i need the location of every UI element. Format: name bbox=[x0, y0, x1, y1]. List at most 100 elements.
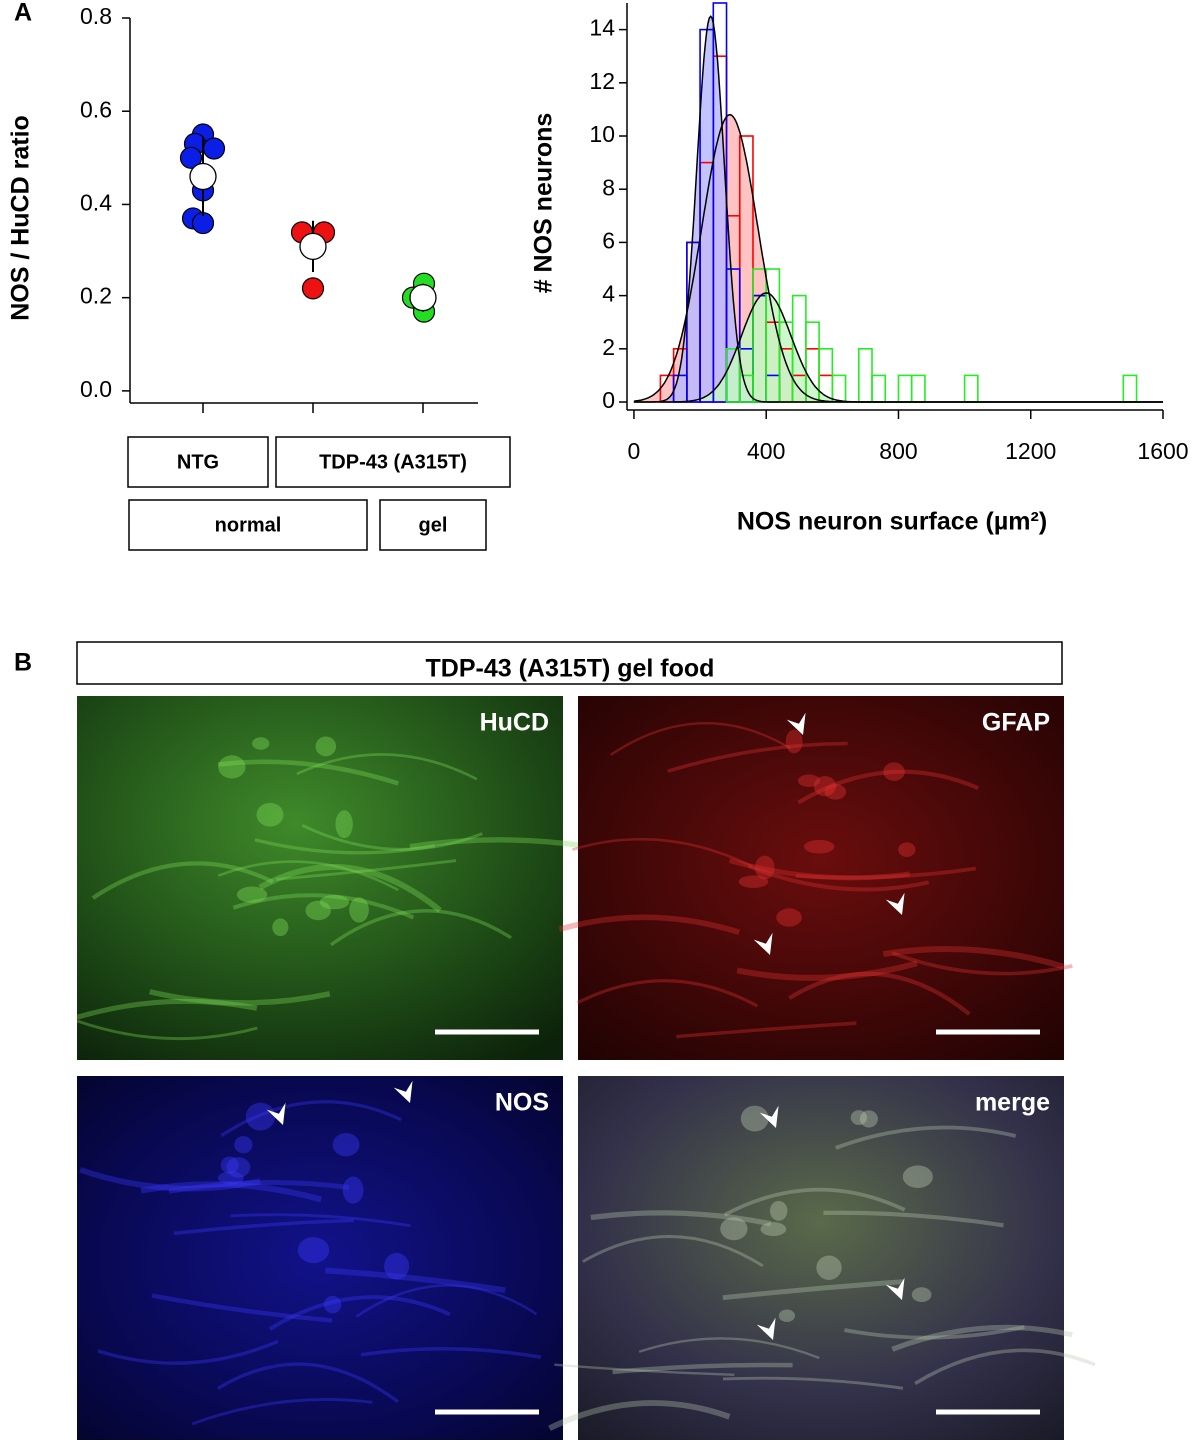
y-tick-label: 0.8 bbox=[80, 3, 112, 29]
fiber bbox=[220, 1100, 402, 1138]
fiber bbox=[325, 1267, 506, 1294]
cell bbox=[305, 900, 331, 921]
cell bbox=[816, 1255, 842, 1280]
cell bbox=[226, 1157, 251, 1178]
histogram-bar bbox=[963, 374, 979, 403]
fiber bbox=[230, 1213, 411, 1228]
fiber bbox=[914, 1348, 1096, 1386]
arrowhead bbox=[756, 1317, 776, 1340]
histogram-bar bbox=[857, 348, 873, 403]
micrograph bbox=[578, 1076, 1064, 1440]
fiber bbox=[612, 1362, 793, 1375]
fiber bbox=[795, 866, 977, 880]
group-boxes bbox=[127, 436, 511, 551]
box bbox=[128, 499, 368, 551]
cell bbox=[319, 894, 350, 910]
cell bbox=[384, 1252, 410, 1280]
y-axis-label: # NOS neurons bbox=[530, 113, 558, 294]
fiber bbox=[151, 1293, 333, 1323]
fiber bbox=[330, 909, 512, 947]
cell bbox=[911, 1287, 932, 1303]
fiber bbox=[590, 1210, 772, 1227]
fiber bbox=[173, 1218, 354, 1236]
micrograph bbox=[77, 1076, 563, 1440]
cell bbox=[804, 839, 835, 854]
x-tick-label: 800 bbox=[879, 438, 917, 464]
fiber bbox=[355, 1284, 538, 1318]
fiber bbox=[232, 893, 415, 920]
fiber bbox=[168, 1180, 350, 1194]
fiber bbox=[254, 838, 436, 855]
fiber bbox=[296, 753, 478, 781]
data-point bbox=[179, 146, 203, 169]
micrographs: HuCD GFAP NOS merge bbox=[76, 617, 1096, 1440]
arrowhead bbox=[266, 617, 286, 640]
fiber bbox=[91, 861, 274, 900]
cell bbox=[234, 1136, 253, 1154]
fiber bbox=[609, 721, 792, 757]
fiber bbox=[891, 1324, 1073, 1352]
fiber bbox=[844, 1325, 1025, 1340]
fiber bbox=[554, 1363, 735, 1376]
box bbox=[275, 436, 511, 488]
box bbox=[379, 499, 487, 551]
arrowhead bbox=[266, 1102, 286, 1125]
fiber bbox=[268, 1295, 451, 1331]
histogram-bar bbox=[831, 374, 847, 403]
fiber bbox=[835, 1125, 1017, 1150]
fiber bbox=[301, 824, 483, 851]
image-label: GFAP bbox=[982, 709, 1050, 737]
title-box bbox=[76, 641, 1063, 685]
fiber bbox=[217, 1362, 399, 1404]
cell bbox=[272, 918, 289, 937]
fiber bbox=[582, 1234, 764, 1268]
cell bbox=[769, 1200, 788, 1221]
fiber bbox=[638, 1337, 820, 1360]
fiber bbox=[667, 741, 848, 773]
mean-marker bbox=[299, 232, 327, 261]
y-tick-label: 4 bbox=[602, 281, 615, 307]
fiber bbox=[258, 864, 442, 913]
y-tick-label: 0.2 bbox=[80, 283, 112, 309]
cell bbox=[342, 1176, 364, 1204]
fiber bbox=[723, 1187, 906, 1217]
y-tick-label: 6 bbox=[602, 227, 615, 253]
histogram-bar bbox=[910, 374, 926, 403]
cell bbox=[760, 1222, 787, 1237]
cell bbox=[902, 1165, 933, 1189]
y-tick-label: 10 bbox=[589, 121, 615, 147]
mean-marker bbox=[189, 162, 217, 191]
arrowhead bbox=[393, 1080, 413, 1103]
fiber bbox=[217, 860, 399, 892]
y-tick-label: 0.4 bbox=[80, 190, 112, 216]
box bbox=[127, 436, 269, 488]
x-tick-label: 400 bbox=[747, 438, 785, 464]
fiber bbox=[571, 837, 753, 868]
fiber bbox=[276, 859, 457, 881]
mean-marker bbox=[409, 284, 437, 312]
cell bbox=[738, 875, 769, 888]
micrograph bbox=[77, 696, 563, 1060]
panel-label: B bbox=[14, 649, 32, 677]
y-tick-label: 8 bbox=[602, 174, 615, 200]
cell bbox=[335, 810, 353, 839]
data-point bbox=[301, 277, 325, 300]
image-label: NOS bbox=[495, 1089, 549, 1117]
panel-label: A bbox=[14, 0, 32, 27]
group-label: TDP-43 (A315T) bbox=[319, 451, 467, 473]
fiber bbox=[409, 837, 591, 850]
y-tick-label: 14 bbox=[589, 15, 615, 41]
cell bbox=[297, 1237, 330, 1264]
cell bbox=[898, 842, 916, 857]
cell bbox=[217, 1171, 244, 1185]
cell bbox=[252, 737, 270, 750]
cell bbox=[218, 755, 246, 779]
histogram-bar bbox=[1122, 374, 1138, 403]
fiber bbox=[823, 1210, 1004, 1228]
image-label: merge bbox=[975, 1089, 1050, 1117]
fiber bbox=[191, 1398, 373, 1426]
arrowhead bbox=[759, 1105, 779, 1128]
cell bbox=[349, 897, 369, 923]
fiber bbox=[576, 979, 759, 1008]
y-tick-label: 0 bbox=[602, 387, 615, 413]
